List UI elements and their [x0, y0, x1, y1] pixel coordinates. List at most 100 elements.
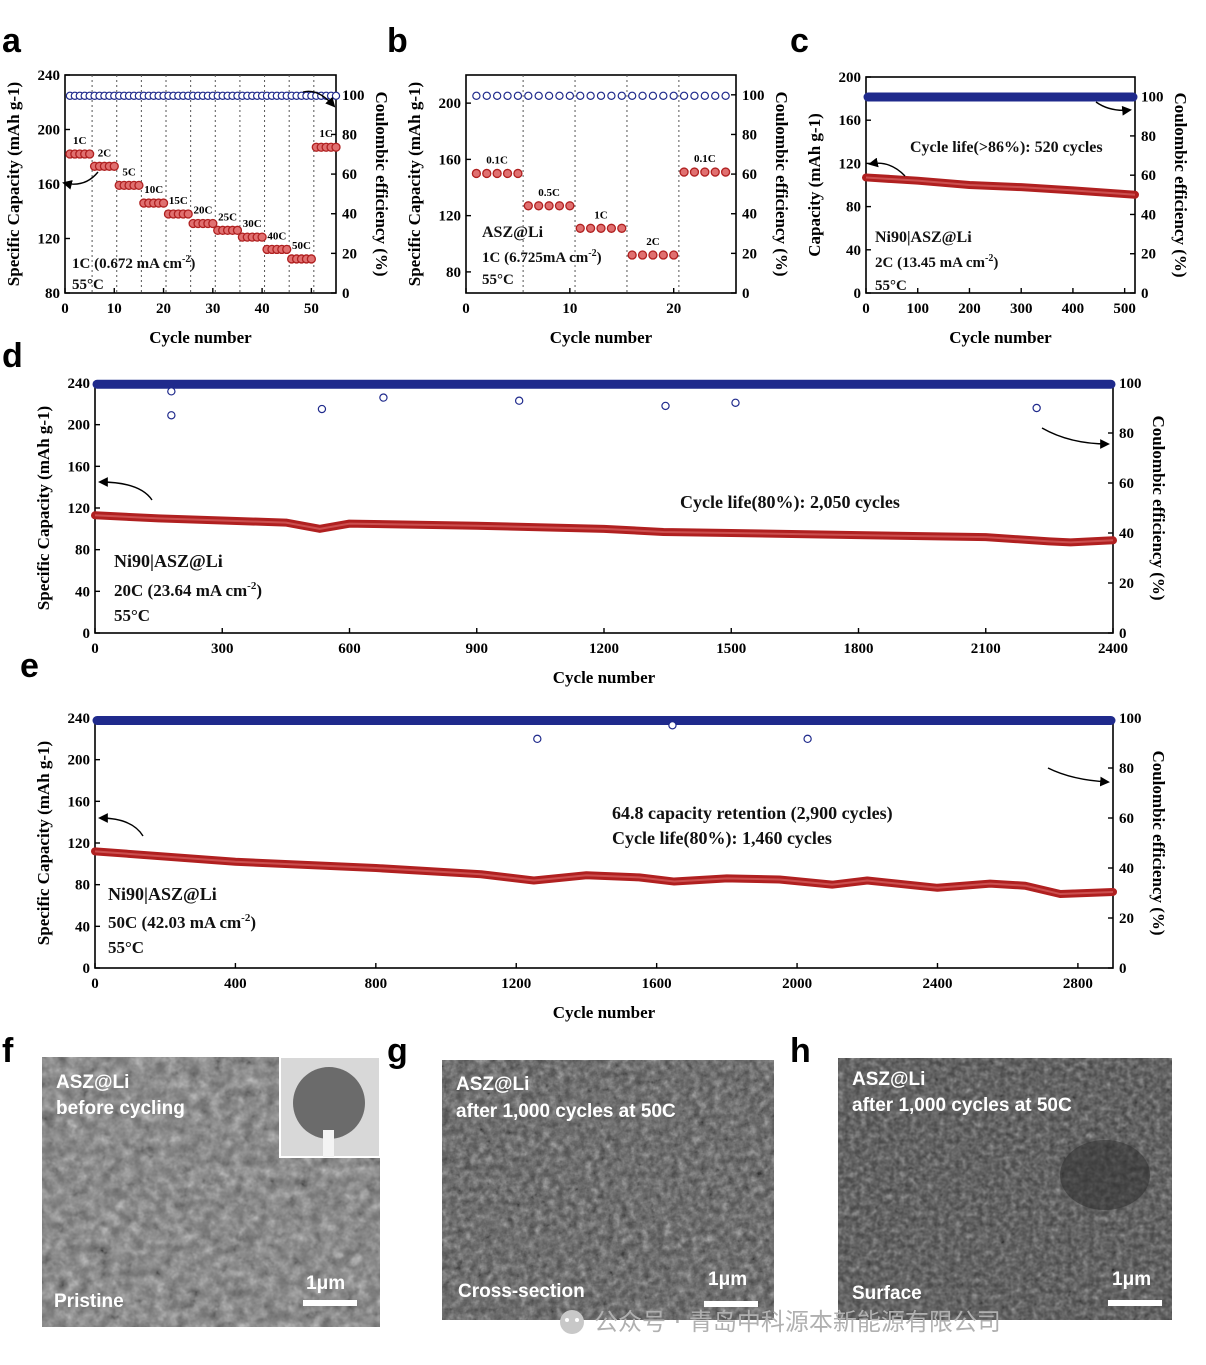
sem-f-title-2: before cycling: [56, 1098, 185, 1119]
capacity-point: [669, 250, 679, 260]
x-axis-label: Cycle number: [553, 1003, 656, 1022]
x-tick-label: 400: [1062, 301, 1085, 317]
x-tick-label: 20: [666, 301, 681, 317]
x-tick-label: 0: [61, 301, 69, 317]
right-tick-label: 0: [1119, 626, 1127, 642]
temperature-label: 55°C: [72, 277, 104, 293]
efficiency-outlier: [379, 393, 388, 402]
right-tick-label: 40: [1141, 207, 1156, 223]
y-axis-label-left: Specific Capacity (mAh g-1): [405, 82, 424, 286]
y-axis-label-right: Coulombic efficiency (%): [372, 91, 391, 276]
efficiency-outlier: [1032, 403, 1041, 413]
right-tick-label: 40: [1119, 526, 1134, 542]
rate-label: 40C: [267, 230, 286, 242]
capacity-point: [471, 168, 482, 179]
right-tick-label: 20: [1119, 576, 1134, 592]
cell-label: Ni90|ASZ@Li: [875, 229, 972, 246]
x-tick-label: 1500: [716, 641, 746, 657]
x-tick-label: 2800: [1063, 976, 1093, 992]
arrow-right-axis: [1047, 767, 1110, 787]
capacity-point: [689, 167, 700, 177]
sem-image-f: ASZ@Li before cycling Pristine 1μm: [42, 1056, 381, 1327]
arrow-right-axis: [302, 90, 336, 108]
x-tick-label: 200: [958, 301, 981, 317]
y-tick-label: 200: [839, 70, 862, 86]
sem-g-scale-bar: [704, 1301, 758, 1307]
capacity-point: [637, 250, 648, 260]
arrow-right-axis: [1095, 101, 1132, 116]
x-tick-label: 400: [224, 976, 247, 992]
y-tick-label: 200: [439, 96, 462, 112]
efficiency-outlier: [167, 411, 176, 420]
right-tick-label: 100: [342, 88, 365, 104]
right-tick-label: 80: [1119, 426, 1134, 442]
condition-line: 2C (13.45 mA cm-2): [875, 253, 998, 271]
efficiency-outlier: [661, 401, 670, 411]
y-axis-label-left: Specific Capacity (mAh g-1): [34, 406, 53, 610]
y-tick-label: 40: [846, 243, 861, 259]
right-tick-label: 0: [342, 286, 350, 302]
sem-h-scale-bar: [1108, 1300, 1162, 1306]
capacity-point: [257, 232, 267, 242]
right-tick-label: 20: [742, 246, 757, 262]
efficiency-point: [482, 91, 491, 101]
y-tick-label: 240: [68, 376, 91, 392]
panel-label-d: d: [2, 337, 23, 375]
sem-g-scale-label: 1μm: [708, 1269, 747, 1290]
right-tick-label: 0: [742, 286, 750, 302]
capacity-trace-highlight: [865, 176, 1136, 196]
temperature-label: 55°C: [482, 272, 514, 288]
right-tick-label: 20: [1119, 911, 1134, 927]
x-tick-label: 0: [91, 976, 99, 992]
rate-label: 1C: [319, 128, 333, 140]
y-tick-label: 0: [854, 286, 862, 302]
cycle-chart-c: 0 100 200 300 400 500 0 40 80 120 160 200 0 20 40 60 80 1…: [805, 70, 1190, 347]
right-tick-label: 100: [1141, 90, 1164, 106]
y-tick-label: 80: [446, 265, 461, 281]
y-tick-label: 120: [439, 209, 462, 225]
temperature-label: 55°C: [875, 278, 907, 294]
x-tick-label: 500: [1113, 301, 1136, 317]
efficiency-point: [721, 91, 730, 101]
temperature-label: 55°C: [114, 606, 150, 625]
right-tick-label: 80: [342, 127, 357, 143]
rate-label: 2C: [98, 147, 112, 159]
x-tick-label: 10: [562, 301, 577, 317]
superscript: -2: [182, 254, 190, 265]
right-tick-label: 80: [742, 127, 757, 143]
bracket: ): [597, 250, 602, 266]
capacity-point: [208, 218, 218, 229]
y-tick-label: 0: [83, 961, 91, 977]
y-axis-label-right: Coulombic efficiency (%): [772, 91, 791, 276]
superscript: -2: [247, 580, 257, 592]
rate-label: 15C: [169, 195, 188, 207]
panel-label-f: f: [2, 1032, 14, 1070]
watermark-text: 公众号 · 青岛中科源本新能源有限公司: [594, 1308, 1001, 1336]
panel-label-h: h: [790, 1032, 811, 1070]
capacity-point: [700, 167, 710, 177]
y-tick-label: 40: [75, 919, 90, 935]
capacity-point: [617, 223, 627, 233]
capacity-point: [84, 149, 95, 159]
right-tick-label: 0: [1141, 286, 1149, 302]
arrow-left-axis: [98, 813, 144, 837]
capacity-point: [134, 180, 144, 191]
superscript: -2: [241, 912, 251, 924]
y-tick-label: 160: [839, 113, 862, 129]
capacity-point: [648, 250, 658, 260]
efficiency-point: [669, 91, 678, 101]
right-tick-label: 80: [1141, 129, 1156, 145]
y-tick-label: 200: [38, 123, 61, 139]
efficiency-outlier: [514, 396, 524, 405]
efficiency-point: [617, 91, 626, 101]
capacity-point: [679, 167, 689, 177]
cell-label: Ni90|ASZ@Li: [114, 551, 223, 571]
right-tick-label: 60: [742, 167, 757, 183]
efficiency-point: [472, 91, 481, 101]
right-tick-label: 60: [1119, 811, 1134, 827]
efficiency-point: [492, 91, 502, 101]
efficiency-point: [586, 91, 595, 101]
panel-label-b: b: [387, 22, 408, 60]
y-tick-label: 120: [68, 836, 91, 852]
bracket: ): [190, 256, 195, 272]
